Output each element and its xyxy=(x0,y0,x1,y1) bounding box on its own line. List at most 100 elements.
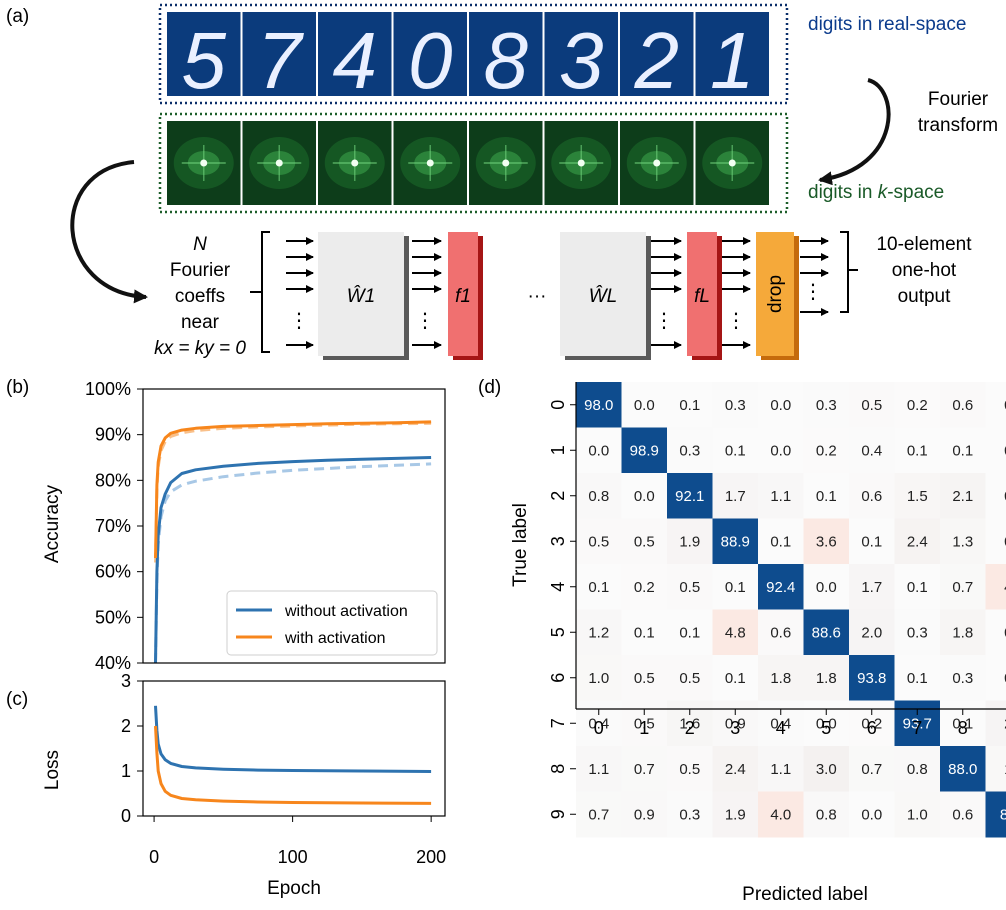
matrix-cell xyxy=(803,473,850,519)
matrix-cell-value: 88.9 xyxy=(721,533,750,550)
matrix-cell-value: 0.1 xyxy=(634,624,655,641)
fourier-label-line2: transform xyxy=(918,115,998,136)
real-digit-tile xyxy=(544,12,618,96)
matrix-cell xyxy=(849,609,895,656)
matrix-cell xyxy=(985,700,1006,747)
matrix-cell-value: 0.2 xyxy=(907,397,928,414)
panel-label-b: (b) xyxy=(6,377,29,398)
loss-y-tick-label: 2 xyxy=(121,716,131,736)
matrix-cell xyxy=(894,473,941,519)
matrix-cell-value: 2.1 xyxy=(952,488,973,505)
matrix-cell xyxy=(849,382,895,428)
matrix-cell xyxy=(803,609,850,656)
matrix-cell-value: 1.3 xyxy=(952,533,973,550)
matrix-cell-value: 0.1 xyxy=(679,624,700,641)
accuracy-line xyxy=(154,420,432,559)
matrix-cell xyxy=(758,564,804,610)
matrix-cell-value: 0 xyxy=(1004,670,1006,687)
kspace-center-dot xyxy=(728,159,736,167)
matrix-cell-value: 0.1 xyxy=(952,715,973,732)
input-bracket xyxy=(261,231,270,353)
matrix-cell xyxy=(712,564,759,610)
accuracy-tick-label: 50% xyxy=(95,607,131,627)
matrix-cell xyxy=(712,427,759,474)
matrix-cell-value: 0.5 xyxy=(634,715,655,732)
true-label-tick: 2 xyxy=(548,491,568,501)
matrix-cell-value: 4.0 xyxy=(770,806,791,823)
arrow-vdots: ⋮ xyxy=(415,310,435,332)
matrix-cell-value: 1.1 xyxy=(770,761,791,778)
wl-label: ŴL xyxy=(589,285,618,307)
accuracy-y-ticks: 40% 50% 60% 70% 80% 90% 100% xyxy=(85,379,143,673)
matrix-cell-value: 0.2 xyxy=(634,579,655,596)
matrix-cell xyxy=(712,473,759,519)
matrix-cell xyxy=(985,655,1006,701)
accuracy-series xyxy=(154,420,432,664)
output-bracket xyxy=(840,231,849,313)
matrix-cell-value: 0.5 xyxy=(679,670,700,687)
matrix-cell-value: 1.6 xyxy=(679,715,700,732)
matrix-cell-value: 0 xyxy=(1004,624,1006,641)
matrix-cell-value: 2.4 xyxy=(725,761,746,778)
kspace-center-dot xyxy=(502,159,510,167)
matrix-cell-value: 1.1 xyxy=(588,761,609,778)
matrix-cell xyxy=(985,473,1006,519)
matrix-cell xyxy=(849,791,895,838)
matrix-cell xyxy=(894,655,941,701)
matrix-cell xyxy=(803,518,850,565)
true-label-tick: 6 xyxy=(548,673,568,683)
matrix-cell-value: 0.4 xyxy=(588,715,609,732)
matrix-cell-value: 1.8 xyxy=(770,670,791,687)
matrix-cell xyxy=(985,746,1006,792)
matrix-cell-value: 0.3 xyxy=(679,806,700,823)
matrix-ticks: 0 1 2 3 4 5 6 7 8 9 0 1 2 3 4 5 6 7 8 xyxy=(548,400,968,820)
matrix-cell xyxy=(712,609,759,656)
predicted-label-tick: 4 xyxy=(776,718,786,738)
real-digit-glyph: 1 xyxy=(710,16,755,105)
true-label-tick: 0 xyxy=(548,400,568,410)
matrix-cell xyxy=(758,655,804,701)
matrix-cell-value: 2.4 xyxy=(907,533,928,550)
matrix-cell-value: 0.3 xyxy=(725,397,746,414)
matrix-cell-value: 0.1 xyxy=(907,442,928,459)
input-line-n: N xyxy=(193,234,207,255)
loss-series xyxy=(154,705,432,805)
predicted-label-tick: 5 xyxy=(821,718,831,738)
matrix-cell-value: 0.8 xyxy=(907,761,928,778)
real-digit-tile xyxy=(393,12,467,96)
matrix-cell-value: 0.7 xyxy=(861,761,882,778)
true-label-tick: 7 xyxy=(548,718,568,728)
predicted-label-tick: 6 xyxy=(867,718,877,738)
matrix-cell xyxy=(758,609,804,656)
matrix-cell xyxy=(985,382,1006,428)
arrow-vdots: ⋮ xyxy=(289,310,309,332)
real-digit-glyph: 7 xyxy=(257,16,304,105)
true-label-tick: 4 xyxy=(548,582,568,592)
input-line-coeffs: coeffs xyxy=(175,286,225,307)
matrix-cell-value: 0.1 xyxy=(679,397,700,414)
matrix-cell-value: 0.1 xyxy=(816,488,837,505)
real-digit-glyph: 2 xyxy=(634,16,680,105)
panel-b: (b) Accuracy 40% 50% 60% 70% 80% 90% 100% with… xyxy=(6,377,446,673)
matrix-cell xyxy=(940,518,986,565)
matrix-cell-value: 0.1 xyxy=(861,533,882,550)
legend-label-with: with activation xyxy=(284,630,386,647)
matrix-cell-value: 98.0 xyxy=(584,397,613,414)
loss-ticks: 0 1 2 3 0 100 200 xyxy=(121,671,446,867)
matrix-cell-value: 0.1 xyxy=(725,670,746,687)
matrix-cell xyxy=(621,382,668,428)
arrow-vdots: ⋮ xyxy=(726,310,746,332)
kspace-label-suffix: -space xyxy=(887,182,944,203)
matrix-cell-value: 0.1 xyxy=(907,670,928,687)
predicted-label-axis: Predicted label xyxy=(742,884,868,905)
matrix-cell-value: 0.6 xyxy=(952,806,973,823)
matrix-cell xyxy=(576,655,622,701)
kspace-center-dot xyxy=(426,159,434,167)
network-arrows: ⋮ ⋮ ⋮ ⋮ ⋮ xyxy=(286,237,829,349)
matrix-cell xyxy=(621,473,668,519)
accuracy-axis-label: Accuracy xyxy=(42,484,63,563)
matrix-cell-value: 0 xyxy=(1004,397,1006,414)
real-digit-glyph: 0 xyxy=(408,16,453,105)
matrix-cell xyxy=(576,564,622,610)
